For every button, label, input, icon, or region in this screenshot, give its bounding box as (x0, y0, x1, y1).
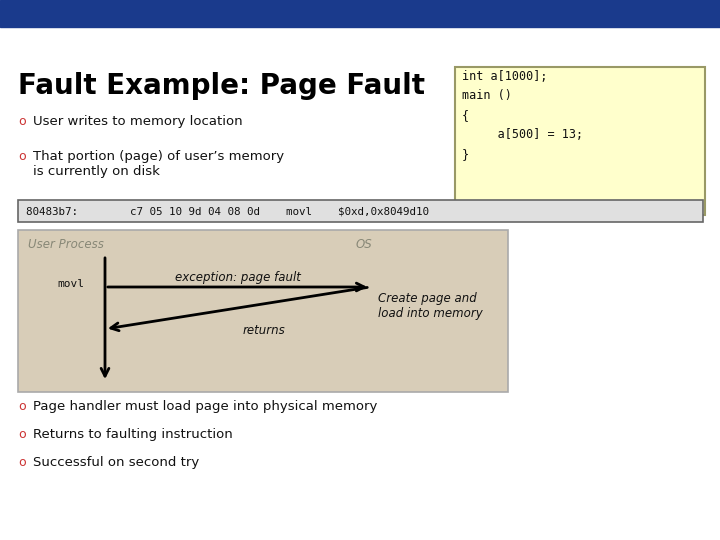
FancyBboxPatch shape (455, 67, 705, 215)
Text: exception: page fault: exception: page fault (174, 271, 300, 284)
Text: o: o (18, 115, 26, 128)
Text: User writes to memory location: User writes to memory location (33, 115, 243, 128)
Text: Page handler must load page into physical memory: Page handler must load page into physica… (33, 400, 377, 413)
Text: Returns to faulting instruction: Returns to faulting instruction (33, 428, 233, 441)
Text: User Process: User Process (28, 238, 104, 251)
Text: returns: returns (243, 324, 285, 337)
FancyBboxPatch shape (18, 230, 508, 392)
Text: 80483b7:        c7 05 10 9d 04 08 0d    movl    $0xd,0x8049d10: 80483b7: c7 05 10 9d 04 08 0d movl $0xd,… (26, 206, 429, 216)
Bar (0, 0, 720, 27)
Text: o: o (18, 150, 26, 163)
Text: That portion (page) of user’s memory
is currently on disk: That portion (page) of user’s memory is … (33, 150, 284, 178)
FancyBboxPatch shape (18, 200, 703, 222)
Text: Fault Example: Page Fault: Fault Example: Page Fault (18, 72, 425, 100)
Text: o: o (18, 456, 26, 469)
Text: OS: OS (356, 238, 373, 251)
Text: o: o (18, 400, 26, 413)
Text: movl: movl (57, 279, 84, 289)
Text: Create page and
load into memory: Create page and load into memory (378, 292, 482, 320)
Text: o: o (18, 428, 26, 441)
Text: Successful on second try: Successful on second try (33, 456, 199, 469)
Text: int a[1000];
main ()
{
     a[500] = 13;
}: int a[1000]; main () { a[500] = 13; } (462, 70, 583, 161)
